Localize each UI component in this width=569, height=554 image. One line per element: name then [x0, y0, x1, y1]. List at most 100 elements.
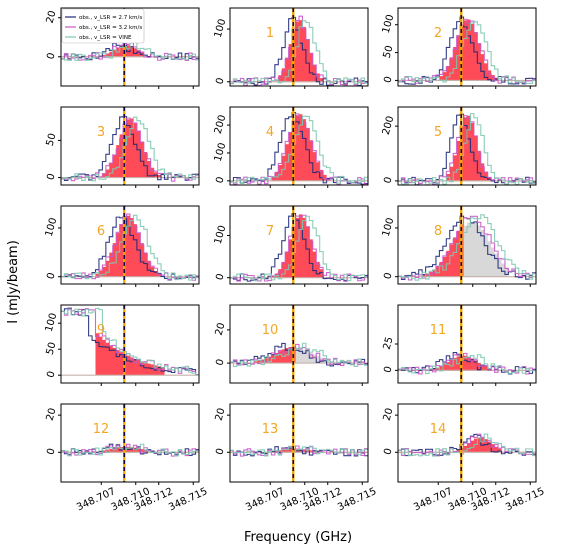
- panel-frame: [60, 304, 200, 384]
- spectrum-panel: 0 100 1: [213, 7, 369, 89]
- y-tick-label: 0: [45, 272, 57, 281]
- observed-spectrum: [230, 214, 368, 282]
- panel-label: 7: [266, 224, 274, 239]
- model-fill: [85, 45, 144, 57]
- observed-spectrum: [398, 433, 536, 457]
- y-tick-label: 50: [45, 341, 59, 356]
- y-tick-label: 50: [45, 132, 59, 147]
- panel-frame: [60, 7, 200, 87]
- y-tick-label: 20: [214, 407, 228, 422]
- panel-label: 14: [430, 422, 447, 437]
- spectrum-panel: 0 200 5: [381, 106, 537, 188]
- panel-frame: [60, 205, 200, 285]
- y-tick-label: 0: [214, 77, 226, 86]
- y-tick-label: 0: [45, 52, 57, 61]
- panel-plot-area: [61, 206, 199, 284]
- panel-frame: [397, 403, 537, 483]
- observed-spectrum: [61, 116, 199, 182]
- panel-label: 2: [434, 26, 442, 41]
- y-tick-label: 0: [214, 176, 226, 185]
- spectrum-panel: 0 50 100 2: [381, 7, 537, 89]
- observed-spectrum: [230, 115, 368, 184]
- y-tick-label: 20: [382, 407, 396, 422]
- legend-label: obs., v_LSR = VINE: [79, 35, 132, 41]
- panel-label: 12: [93, 422, 110, 437]
- y-tick-label: 0: [214, 358, 226, 367]
- model-fill: [95, 333, 165, 376]
- panel-frame: [229, 403, 369, 483]
- alt-fill: [295, 348, 341, 364]
- observed-spectrum: [61, 40, 199, 61]
- model-fill: [271, 114, 331, 181]
- observed-spectrum: [61, 443, 199, 457]
- observed-spectrum: [398, 113, 536, 185]
- model-fill: [278, 20, 324, 82]
- y-tick-label: 100: [213, 18, 229, 39]
- y-tick-label: 100: [381, 217, 397, 238]
- observed-spectrum: [230, 215, 368, 282]
- legend-label: obs., v_LSR = 3.2 km/s: [79, 25, 142, 31]
- y-tick-label: 0: [45, 370, 57, 379]
- y-tick-label: 0: [214, 447, 226, 456]
- y-tick-label: 0: [382, 447, 394, 456]
- panel-label: 5: [434, 125, 442, 140]
- y-tick-label: 100: [381, 13, 397, 34]
- panel-frame: [229, 7, 369, 87]
- y-tick-label: 200: [381, 115, 397, 136]
- y-tick-label: 50: [382, 44, 396, 59]
- observed-spectrum: [230, 446, 368, 457]
- panel-label: 4: [266, 125, 274, 140]
- panel-label: 8: [434, 224, 442, 239]
- panel-plot-area: [398, 305, 536, 383]
- model-fill: [95, 215, 162, 277]
- panel-label: 1: [266, 26, 274, 41]
- observed-spectrum: [398, 352, 536, 375]
- legend-label: obs., v_LSR = 2.7 km/s: [79, 15, 142, 21]
- panel-plot-area: [61, 107, 199, 185]
- spectrum-panel: 0 100 6: [44, 205, 200, 287]
- observed-spectrum: [398, 354, 536, 375]
- y-tick-label: 200: [213, 114, 229, 135]
- observed-spectrum: [230, 20, 368, 85]
- panel-label: 10: [262, 323, 279, 338]
- panel-plot-area: [398, 404, 536, 482]
- panel-plot-area: [230, 305, 368, 383]
- observed-spectrum: [398, 214, 536, 281]
- panel-plot-area: [398, 107, 536, 185]
- x-tick-label: 348.707: [412, 486, 454, 513]
- panel-label: 6: [97, 224, 105, 239]
- spectrum-panel: 0 100 7: [213, 205, 369, 287]
- y-tick-label: 0: [382, 176, 394, 185]
- y-tick-label: 20: [214, 322, 228, 337]
- panel-frame: [229, 205, 369, 285]
- y-tick-label: 0: [45, 172, 57, 181]
- panel-frame: [397, 106, 537, 186]
- legend-frame: [61, 8, 145, 44]
- panel-plot-area: [230, 107, 368, 185]
- panel-plot-area: [230, 8, 368, 86]
- x-tick-label: 348.707: [75, 486, 117, 513]
- y-tick-label: 0: [382, 272, 394, 281]
- observed-spectrum: [398, 21, 536, 84]
- y-tick-label: 0: [214, 273, 226, 282]
- panel-plot-area: [398, 8, 536, 86]
- y-tick-label: 20: [45, 10, 59, 25]
- spectrum-panel: 0 50 100 9: [44, 304, 200, 386]
- model-fill: [439, 19, 499, 81]
- panel-plot-area: [230, 404, 368, 482]
- spectrum-panel: 0 100 200 4: [213, 106, 369, 188]
- y-tick-label: 0: [382, 365, 394, 374]
- observed-spectrum: [61, 307, 199, 376]
- x-tick-label: 348.715: [504, 486, 546, 513]
- observed-spectrum: [61, 214, 199, 281]
- observed-spectrum: [230, 342, 368, 367]
- panel-frame: [229, 304, 369, 384]
- y-tick-label: 100: [213, 142, 229, 163]
- y-tick-label: 100: [213, 224, 229, 245]
- panel-plot-area: [398, 206, 536, 284]
- panel-frame: [60, 106, 200, 186]
- y-tick-label: 0: [382, 75, 394, 84]
